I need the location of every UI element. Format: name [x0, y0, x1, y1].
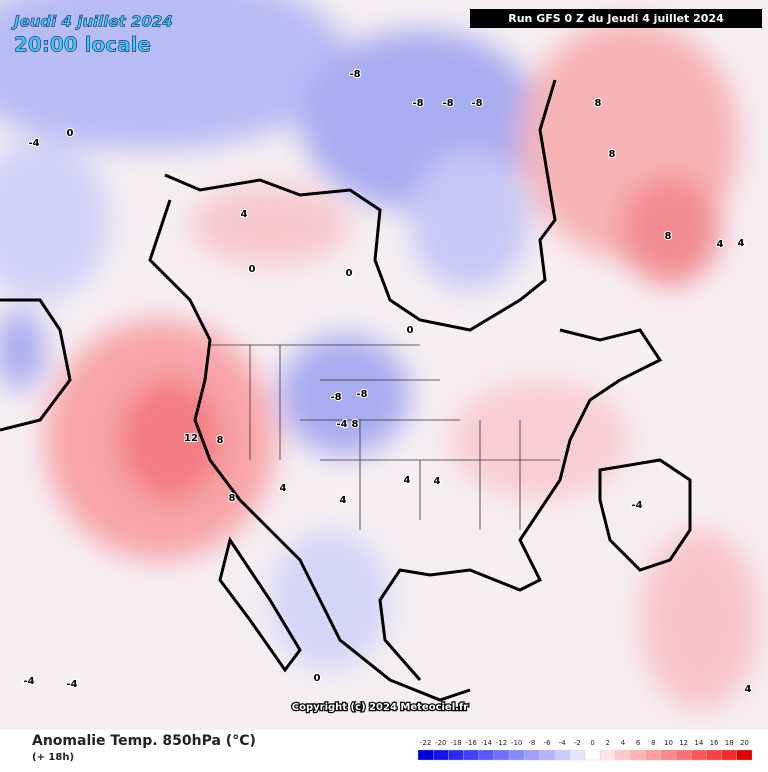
contour-label: 0 — [346, 268, 353, 279]
colorbar-tick-label: -10 — [511, 739, 522, 747]
contour-label: 0 — [249, 264, 256, 275]
footer — [0, 730, 768, 768]
contour-label: 8 — [352, 419, 359, 430]
contour-label: 12 — [184, 433, 198, 444]
contour-labels: 12 8 8 -8 -8 -4 8 4 0 0 0 8 8 8 4 4 -8 -8 -8 -8 0 -4 4 4 4 4 -4 -4 -… — [22, 68, 752, 696]
contour-label: -8 — [442, 98, 453, 109]
colorbar-cell — [721, 749, 737, 761]
date: Jeudi 4 juillet 2024 — [11, 13, 173, 31]
contour-label: 4 — [717, 239, 724, 250]
contour-label: 8 — [665, 231, 672, 242]
lead-time: (+ 18h) — [32, 752, 74, 763]
contour-label: 4 — [340, 495, 347, 506]
borders — [210, 344, 560, 530]
colorbar-cell — [584, 749, 601, 761]
contour-label: 0 — [314, 673, 321, 684]
colorbar-tick-label: 18 — [725, 739, 734, 747]
colorbar-cell — [417, 749, 434, 761]
contour-label: 8 — [229, 493, 236, 504]
coastlines — [0, 79, 692, 702]
run-box — [470, 9, 762, 28]
colorbar-tick-label: -20 — [435, 739, 446, 747]
footer-title: Anomalie Temp. 850hPa (°C) — [32, 733, 256, 749]
colorbar-tick-label: -2 — [574, 739, 581, 747]
contour-label: -8 — [349, 69, 360, 80]
colorbar-tick-label: 12 — [679, 739, 688, 747]
colorbar-tick-label: 6 — [636, 739, 641, 747]
colorbar-cell — [706, 749, 722, 761]
colorbar-cell — [463, 749, 479, 761]
contour-label: -4 — [28, 138, 39, 149]
colorbar-cell — [524, 749, 540, 761]
colorbar-cell — [645, 749, 662, 761]
colorbar-cell — [630, 749, 646, 761]
contour-label: 4 — [738, 238, 745, 249]
colorbar-cell — [478, 749, 495, 761]
contour-label: 4 — [745, 684, 752, 695]
colorbar-cell — [691, 749, 707, 761]
contour-label: 0 — [407, 325, 414, 336]
colorbar-tick-label: -18 — [450, 739, 461, 747]
colorbar-cell — [448, 749, 464, 761]
colorbar-tick-label: -12 — [496, 739, 507, 747]
colorbar-tick-label: -4 — [559, 739, 567, 747]
contour-label: 4 — [404, 475, 411, 486]
colorbar-cell — [433, 749, 449, 761]
colorbar-tick-label: 10 — [664, 739, 673, 747]
colorbar-tick-label: -16 — [465, 739, 477, 747]
colorbar-cell — [539, 749, 555, 761]
colorbar-tick-label: 20 — [740, 739, 749, 747]
colorbar-tick-label: 0 — [590, 739, 594, 747]
contour-label: 4 — [434, 476, 441, 487]
contour-label: 8 — [595, 98, 602, 109]
contour-label: -8 — [356, 389, 367, 400]
colorbar-tick-label: 2 — [606, 739, 610, 747]
contour-label: 4 — [241, 209, 248, 220]
contour-label: 4 — [280, 483, 287, 494]
colorbar-tick-label: 8 — [651, 739, 655, 747]
colorbar-tick-label: -8 — [528, 739, 535, 747]
colorbar-cell — [675, 749, 692, 761]
colorbar-tick-label: 4 — [621, 739, 626, 747]
contour-label: 8 — [609, 149, 616, 160]
run-info: Run GFS 0 Z du Jeudi 4 juillet 2024 — [508, 12, 724, 25]
local-time: 20:00 locale — [14, 33, 151, 57]
copyright: Copyright (c) 2024 Meteociel.fr — [292, 702, 469, 713]
colorbar-cell — [508, 749, 525, 761]
colorbar-tick-label: -22 — [420, 739, 431, 747]
colorbar-tick-label: -6 — [544, 739, 552, 747]
colorbar: -22 -20 -18 -16 -14 -12 -10 -8 -6 -4 -2 0 2 4 6 8 10 12 14… — [417, 739, 753, 761]
colorbar-tick-label: 16 — [710, 739, 719, 747]
colorbar-cell — [736, 749, 753, 761]
contour-label: -8 — [330, 392, 341, 403]
contour-label: -4 — [23, 676, 34, 687]
contour-label: -8 — [412, 98, 423, 109]
colorbar-cell — [600, 749, 616, 761]
contour-label: 0 — [67, 128, 74, 139]
contour-label: -4 — [631, 500, 642, 511]
colorbar-tick-label: -14 — [481, 739, 493, 747]
colorbar-cell — [554, 749, 570, 761]
contour-label: -4 — [66, 679, 77, 690]
contour-label: 8 — [217, 435, 224, 446]
anomaly-field — [0, 0, 760, 710]
contour-label: -8 — [471, 98, 482, 109]
contour-label: -4 — [336, 419, 347, 430]
colorbar-cell — [615, 749, 631, 761]
colorbar-cell — [493, 749, 510, 761]
colorbar-tick-label: 14 — [694, 739, 703, 747]
colorbar-cell — [569, 749, 586, 761]
colorbar-cell — [660, 749, 677, 761]
